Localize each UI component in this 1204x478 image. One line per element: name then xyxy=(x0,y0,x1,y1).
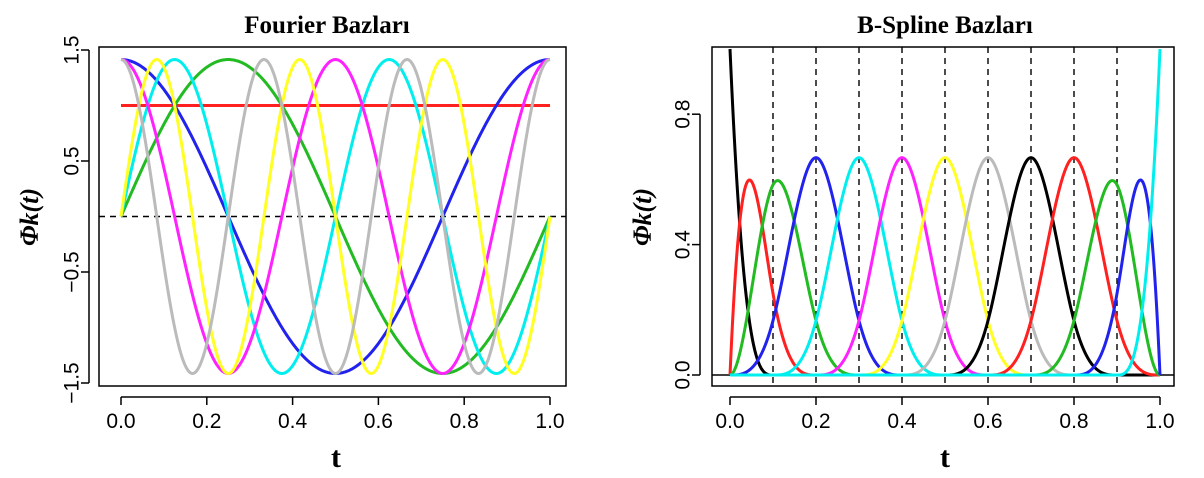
bspline-x-tick-label: 0.6 xyxy=(973,410,1002,433)
bspline-title: B-Spline Bazları xyxy=(857,12,1033,39)
fourier-x-tick-label: 1.0 xyxy=(535,410,564,433)
bspline-x-tick-label: 0.0 xyxy=(715,410,744,433)
fourier-x-tick-label: 0.4 xyxy=(278,410,308,433)
bspline-x-label: t xyxy=(940,441,950,474)
fourier-y-tick-label: 0.5 xyxy=(61,146,84,175)
bspline-knot-lines xyxy=(773,47,1117,386)
fourier-x-tick-label: 0.2 xyxy=(192,410,221,433)
fourier-y-axis: −1.5 −0.5 0.5 1.5 xyxy=(61,35,90,403)
bspline-panel: B-Spline Bazları 0.0 0.2 0.4 0.6 0.8 1.0 0.00… xyxy=(628,12,1175,474)
fourier-y-tick-label: 1.5 xyxy=(61,35,84,64)
fourier-y-tick-label: −1.5 xyxy=(61,362,84,403)
bspline-x-axis: 0.0 0.2 0.4 0.6 0.8 1.0 xyxy=(715,397,1174,433)
fourier-title: Fourier Bazları xyxy=(244,12,410,39)
bspline-x-tick-label: 1.0 xyxy=(1145,410,1174,433)
bspline-x-tick-label: 0.4 xyxy=(887,410,917,433)
fourier-y-tick-label: −0.5 xyxy=(61,251,84,292)
bspline-y-axis: 0.0 0.4 0.8 xyxy=(672,100,701,390)
fourier-x-tick-label: 0.0 xyxy=(106,410,135,433)
bspline-y-label: Φk(t) xyxy=(628,188,657,246)
bspline-y-tick-label: 0.8 xyxy=(672,100,695,129)
fourier-x-tick-label: 0.8 xyxy=(450,410,479,433)
fourier-x-axis: 0.0 0.2 0.4 0.6 0.8 1.0 xyxy=(106,397,564,433)
bspline-y-tick-label: 0.0 xyxy=(672,360,695,389)
fourier-x-tick-label: 0.6 xyxy=(364,410,393,433)
fourier-x-label: t xyxy=(331,441,341,474)
fourier-y-label: Φk(t) xyxy=(15,188,44,246)
fourier-panel: Fourier Bazları 0.0 0.2 0.4 0.6 0.8 1.0 −1.5−… xyxy=(15,12,566,474)
bspline-y-tick-label: 0.4 xyxy=(672,230,695,260)
bspline-x-tick-label: 0.2 xyxy=(801,410,830,433)
bspline-x-tick-label: 0.8 xyxy=(1059,410,1088,433)
